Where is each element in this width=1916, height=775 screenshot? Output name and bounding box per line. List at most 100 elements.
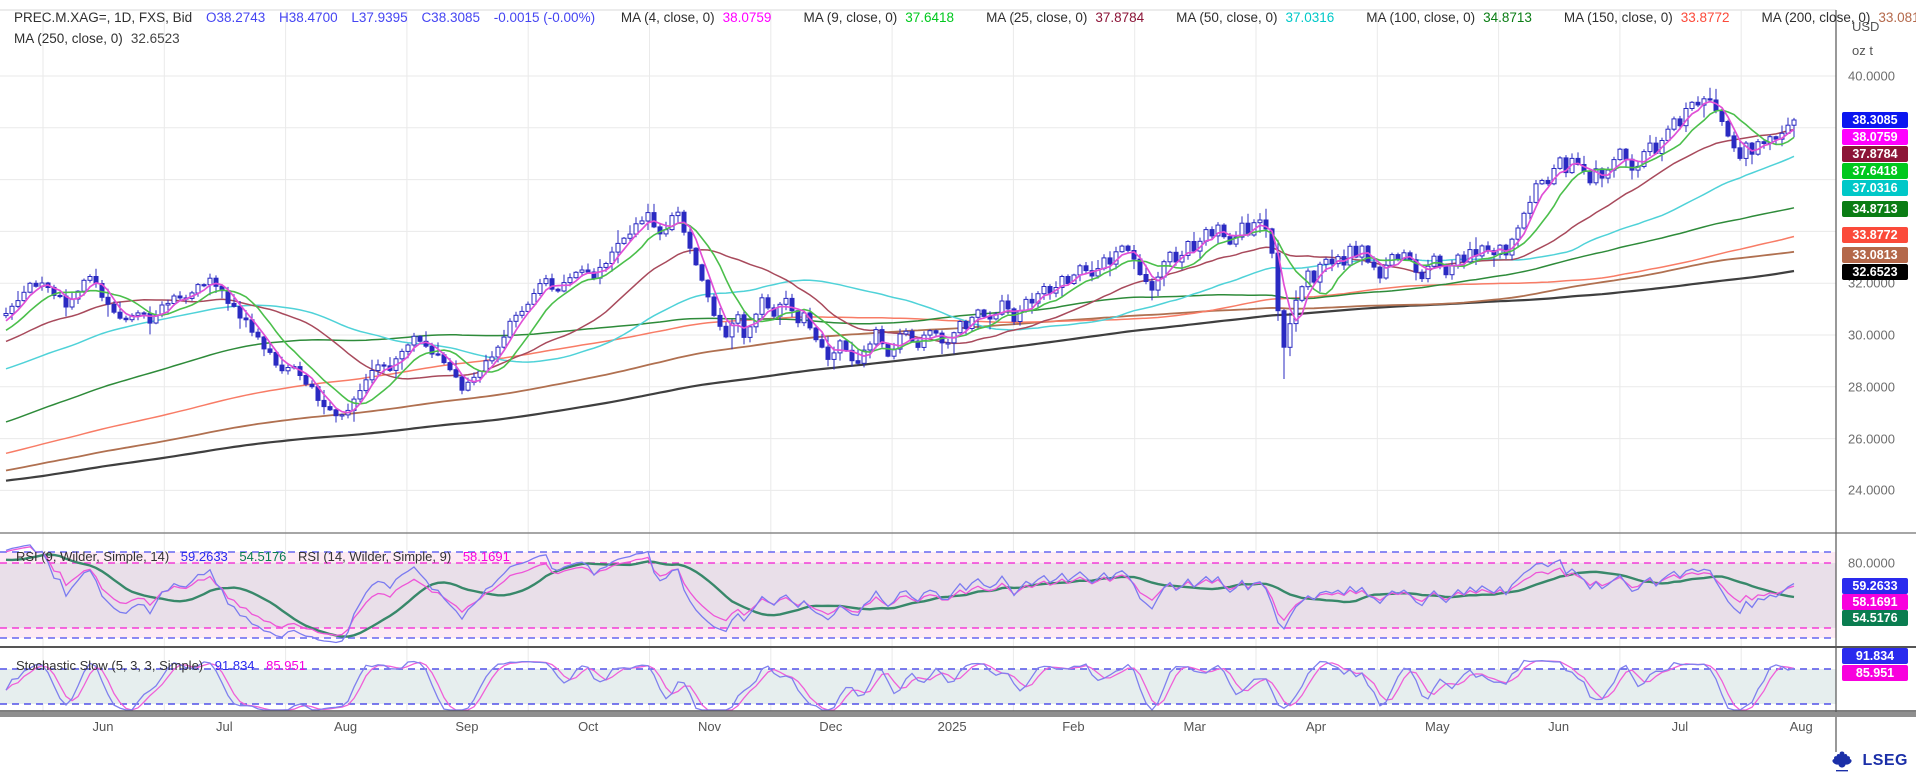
candle xyxy=(21,291,27,302)
candle xyxy=(489,356,495,362)
candle xyxy=(363,379,369,392)
candle xyxy=(1311,270,1317,283)
candle xyxy=(9,305,15,314)
candle xyxy=(111,303,117,313)
candle xyxy=(1773,136,1779,140)
candle xyxy=(603,263,609,268)
candle xyxy=(1719,110,1725,122)
candle xyxy=(303,375,309,385)
candle xyxy=(1167,251,1173,263)
candle xyxy=(1689,101,1695,110)
candle xyxy=(1701,98,1707,106)
candle xyxy=(1479,245,1485,257)
candle xyxy=(1005,300,1011,310)
candle xyxy=(333,409,339,417)
candle xyxy=(1281,310,1287,348)
candle xyxy=(381,364,387,367)
candle xyxy=(135,312,141,316)
candle xyxy=(1329,258,1335,265)
candle xyxy=(1047,286,1053,294)
candle xyxy=(171,295,177,304)
candle xyxy=(705,279,711,298)
candle xyxy=(1593,168,1599,184)
candle xyxy=(375,364,381,371)
rsi9-ma-line xyxy=(5,553,1795,638)
candle xyxy=(1191,241,1197,252)
candle xyxy=(453,369,459,378)
candle xyxy=(225,290,231,304)
candle xyxy=(81,279,87,292)
candle xyxy=(33,282,39,287)
rsi-pane[interactable] xyxy=(5,544,1795,644)
candle xyxy=(729,322,735,338)
candle xyxy=(645,212,651,222)
candle xyxy=(417,335,423,342)
candle xyxy=(795,310,801,324)
candle xyxy=(789,297,795,312)
candle xyxy=(27,282,33,293)
candle xyxy=(999,300,1005,315)
candle xyxy=(165,302,171,306)
candle xyxy=(1233,236,1239,245)
ma100-line xyxy=(5,207,1795,423)
candle xyxy=(1737,147,1743,159)
candle xyxy=(1725,121,1731,137)
candle xyxy=(765,297,771,309)
candle xyxy=(945,342,951,345)
candle xyxy=(255,331,261,338)
price-pane[interactable] xyxy=(3,87,1797,482)
candle xyxy=(1041,286,1047,295)
candle xyxy=(147,313,153,324)
candle xyxy=(507,320,513,338)
candle xyxy=(447,362,453,371)
candle xyxy=(1527,201,1533,214)
candle xyxy=(1077,265,1083,276)
candle xyxy=(309,383,315,388)
candle xyxy=(1791,119,1797,126)
candle xyxy=(1383,264,1389,279)
candle xyxy=(1119,245,1125,253)
candle xyxy=(1443,265,1449,276)
candle xyxy=(1377,266,1383,279)
candle xyxy=(201,284,207,287)
candle xyxy=(723,325,729,338)
candle xyxy=(1647,142,1653,153)
candle xyxy=(1749,142,1755,155)
candle xyxy=(573,271,579,279)
candle xyxy=(1323,258,1329,265)
candle xyxy=(1563,157,1569,174)
rsi9-line xyxy=(5,544,1795,644)
candle xyxy=(1665,128,1671,141)
ma4-line xyxy=(5,100,1795,414)
candle xyxy=(579,269,585,273)
candle xyxy=(1215,224,1221,237)
candle xyxy=(1293,299,1299,325)
candle xyxy=(411,335,417,346)
candle xyxy=(3,313,9,317)
candle xyxy=(561,282,567,292)
candle xyxy=(1065,276,1071,284)
candle xyxy=(825,346,831,360)
candle xyxy=(267,348,273,353)
candle xyxy=(465,381,471,391)
candle xyxy=(1677,118,1683,127)
candle xyxy=(1533,183,1539,203)
candle xyxy=(549,278,555,290)
candle xyxy=(783,297,789,305)
candle xyxy=(1347,245,1353,266)
candle xyxy=(909,330,915,342)
stochastic-pane[interactable] xyxy=(5,659,1795,712)
candle xyxy=(1221,224,1227,238)
candle xyxy=(957,321,963,334)
candle xyxy=(1425,265,1431,280)
candle xyxy=(1263,219,1269,230)
candle xyxy=(261,336,267,350)
candle xyxy=(1095,268,1101,277)
candle xyxy=(609,251,615,265)
candle xyxy=(1521,212,1527,229)
candle xyxy=(843,340,849,351)
candle xyxy=(117,311,123,319)
candle xyxy=(1617,148,1623,161)
candle xyxy=(1575,157,1581,165)
